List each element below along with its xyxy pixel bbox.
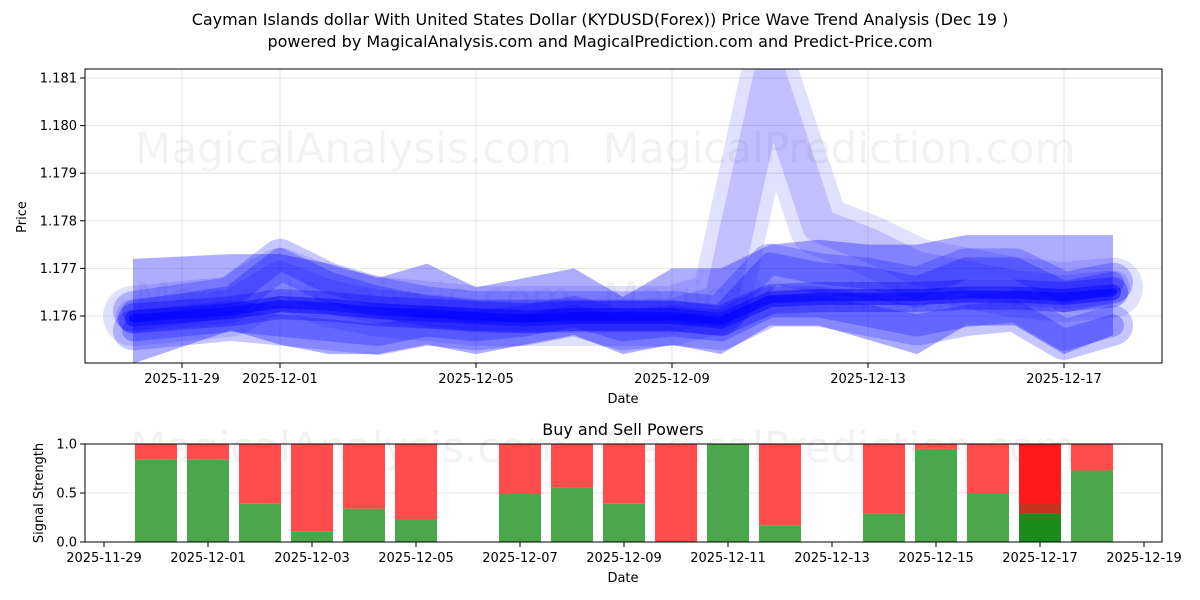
signal-x-tick-label: 2025-11-29 xyxy=(66,551,142,566)
buy-bar xyxy=(603,503,645,542)
buy-bar xyxy=(135,459,177,542)
price-x-tick-label: 2025-12-13 xyxy=(830,372,906,387)
sell-bar xyxy=(1071,444,1113,471)
price-x-tick-label: 2025-12-01 xyxy=(242,372,318,387)
signal-x-tick-label: 2025-12-05 xyxy=(378,551,454,566)
price-wave-line xyxy=(113,286,1133,360)
signal-x-tick-label: 2025-12-13 xyxy=(794,551,870,566)
buy-bar xyxy=(759,525,801,542)
signal-bars xyxy=(135,444,1113,542)
sell-bar xyxy=(187,444,229,460)
signal-x-tick-label: 2025-12-03 xyxy=(274,551,350,566)
sell-bar xyxy=(863,444,905,514)
buy-bar xyxy=(1071,470,1113,542)
signal-x-tick-label: 2025-12-07 xyxy=(482,551,558,566)
signal-chart-title: Buy and Sell Powers xyxy=(542,420,704,439)
price-band xyxy=(133,235,1113,363)
signal-y-tick-label: 0.5 xyxy=(56,487,77,502)
signal-x-tick-label: 2025-12-01 xyxy=(170,551,246,566)
buy-bar xyxy=(863,513,905,542)
price-y-tick-label: 1.178 xyxy=(40,214,77,229)
watermark-analysis: MagicalAnalysis.com xyxy=(135,124,572,173)
sell-bar xyxy=(1019,444,1061,514)
chart-subtitle: powered by MagicalAnalysis.com and Magic… xyxy=(267,32,933,51)
sell-bar xyxy=(967,444,1009,493)
sell-bar xyxy=(135,444,177,460)
sell-bar xyxy=(915,444,957,449)
signal-x-tick-label: 2025-12-15 xyxy=(898,551,974,566)
signal-x-tick-label: 2025-12-09 xyxy=(586,551,662,566)
price-x-label: Date xyxy=(607,392,638,407)
price-y-tick-label: 1.179 xyxy=(40,167,77,182)
buy-bar xyxy=(187,459,229,542)
sell-bar xyxy=(759,444,801,526)
price-x-tick-label: 2025-12-17 xyxy=(1026,372,1102,387)
price-x-axis: 2025-11-29 2025-12-01 2025-12-05 2025-12-09… xyxy=(144,363,1102,387)
buy-bar xyxy=(915,448,957,542)
sell-bar xyxy=(655,444,697,542)
buy-bar xyxy=(707,444,749,542)
signal-y-label: Signal Strength xyxy=(32,443,47,543)
price-x-tick-label: 2025-12-09 xyxy=(634,372,710,387)
price-wave-line xyxy=(113,238,1133,336)
overlap-band xyxy=(1019,503,1061,514)
price-x-tick-label: 2025-11-29 xyxy=(144,372,220,387)
sell-bar xyxy=(291,444,333,532)
signal-y-axis: 0.0 0.5 1.0 xyxy=(56,438,85,551)
chart-title: Cayman Islands dollar With United States… xyxy=(191,10,1009,29)
price-y-axis: 1.176 1.177 1.178 1.179 1.180 1.181 xyxy=(40,72,85,325)
sell-bar xyxy=(239,444,281,504)
buy-bar xyxy=(291,531,333,542)
watermark-prediction: MagicalPrediction.com xyxy=(603,124,1076,173)
price-wave-line xyxy=(122,247,1124,327)
price-wave-line xyxy=(129,288,1117,325)
signal-x-axis: 2025-11-29 2025-12-01 2025-12-03 2025-12-05… xyxy=(66,542,1182,566)
price-y-tick-label: 1.177 xyxy=(40,262,77,277)
buy-bar xyxy=(1019,513,1061,542)
signal-y-tick-label: 0.0 xyxy=(56,536,77,551)
sell-bar xyxy=(499,444,541,493)
buy-bar xyxy=(967,493,1009,542)
sell-bar xyxy=(343,444,385,509)
signal-y-tick-label: 1.0 xyxy=(56,438,77,453)
buy-bar xyxy=(343,508,385,542)
price-waves xyxy=(103,69,1143,363)
signal-x-tick-label: 2025-12-11 xyxy=(690,551,766,566)
buy-bar xyxy=(239,503,281,542)
price-axes-frame xyxy=(84,68,1163,364)
signal-x-label: Date xyxy=(607,571,638,586)
sell-bar xyxy=(395,444,437,520)
price-wave-line xyxy=(122,295,1124,351)
price-y-tick-label: 1.176 xyxy=(40,310,77,325)
price-y-tick-label: 1.181 xyxy=(40,72,77,87)
price-y-tick-label: 1.180 xyxy=(40,119,77,134)
price-y-label: Price xyxy=(15,201,30,233)
price-x-tick-label: 2025-12-05 xyxy=(438,372,514,387)
buy-bar xyxy=(499,493,541,542)
sell-bar xyxy=(551,444,593,488)
buy-bar xyxy=(395,519,437,542)
signal-x-tick-label: 2025-12-17 xyxy=(1002,551,1078,566)
buy-bar xyxy=(551,487,593,542)
sell-bar xyxy=(603,444,645,504)
signal-x-tick-label: 2025-12-19 xyxy=(1106,551,1182,566)
